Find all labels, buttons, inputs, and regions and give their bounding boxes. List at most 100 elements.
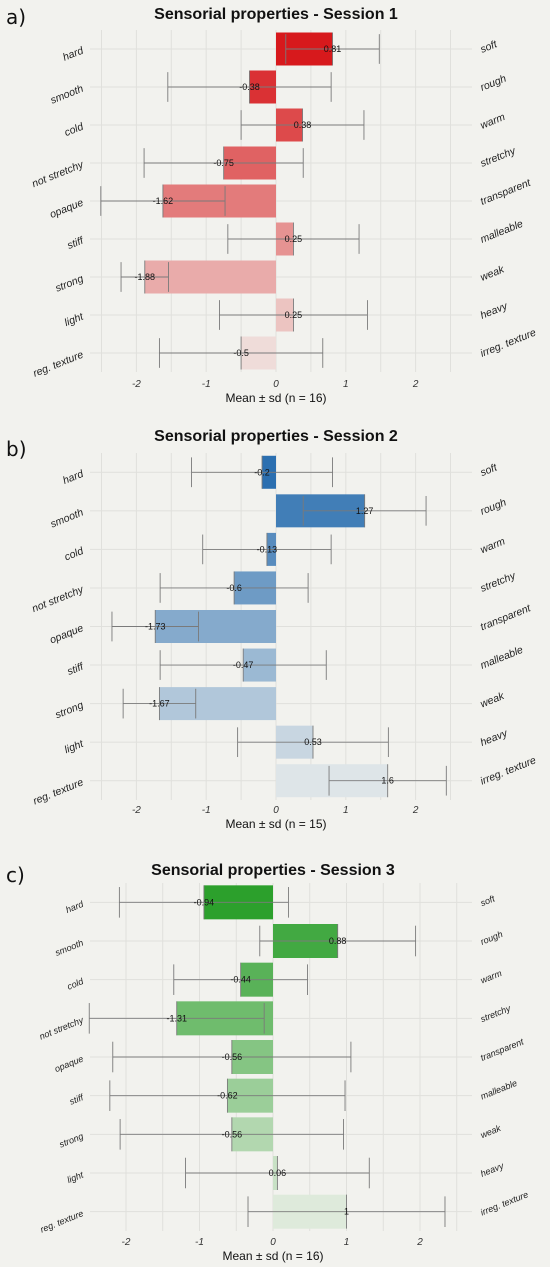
x-tick-label: 0 — [273, 805, 279, 816]
error-bar — [202, 532, 332, 566]
x-tick-label: 2 — [412, 379, 419, 390]
x-tick-label: -2 — [132, 379, 141, 390]
left-category-label: hard — [64, 899, 85, 915]
value-label: -1.73 — [145, 622, 166, 632]
x-tick-label: -1 — [195, 1237, 204, 1248]
value-label: -0.5 — [233, 348, 249, 358]
error-bar — [247, 1194, 446, 1229]
left-category-label: strong — [54, 273, 86, 295]
right-category-label: heavy — [479, 300, 510, 322]
right-category-label: soft — [479, 461, 500, 479]
error-bar — [122, 687, 197, 721]
error-bar — [112, 1040, 352, 1074]
x-axis-label: Mean ± sd (n = 15) — [226, 817, 327, 831]
right-category-label: warm — [479, 535, 508, 556]
value-label: 1.6 — [381, 776, 394, 786]
error-bar — [158, 336, 324, 370]
left-category-label: reg. texture — [31, 349, 85, 380]
error-bar — [240, 108, 365, 142]
value-label: 0.25 — [285, 310, 303, 320]
value-label: -0.94 — [194, 897, 215, 907]
right-category-label: warm — [479, 111, 508, 132]
left-category-label: opaque — [48, 197, 85, 221]
value-label: 0.53 — [304, 737, 322, 747]
x-tick-label: 2 — [412, 805, 419, 816]
value-label: -0.38 — [239, 82, 260, 92]
value-label: 0.25 — [285, 234, 303, 244]
left-category-label: opaque — [48, 622, 85, 646]
right-category-label: transparent — [479, 1036, 525, 1063]
left-category-label: not stretchy — [30, 583, 86, 615]
error-bar — [191, 455, 333, 489]
chart-title: Sensorial properties - Session 1 — [154, 6, 398, 23]
error-bar — [109, 1078, 346, 1113]
value-label: 0.81 — [324, 44, 342, 54]
value-label: 1 — [344, 1207, 349, 1217]
error-bar — [88, 1001, 265, 1036]
right-category-label: rough — [479, 73, 509, 94]
error-bar — [328, 764, 447, 798]
error-bar — [119, 1117, 345, 1152]
error-bar — [285, 32, 380, 66]
x-tick-label: 1 — [343, 805, 349, 816]
value-label: -1.62 — [153, 196, 174, 206]
error-bar — [227, 222, 360, 256]
left-category-label: hard — [61, 44, 86, 63]
left-category-label: strong — [54, 699, 86, 721]
right-category-label: stretchy — [479, 145, 518, 170]
panel-label: a) — [6, 5, 26, 29]
value-label: -0.47 — [233, 660, 254, 670]
value-label: -0.56 — [222, 1129, 243, 1139]
value-label: 1.27 — [356, 506, 374, 516]
error-bar — [159, 571, 309, 605]
left-category-label: not stretchy — [30, 158, 86, 190]
value-label: -0.44 — [230, 975, 251, 985]
right-category-label: soft — [479, 893, 497, 908]
left-category-label: stiff — [68, 1092, 86, 1107]
x-tick-label: 2 — [416, 1237, 423, 1248]
left-category-label: smooth — [49, 83, 86, 107]
error-bar — [111, 610, 199, 643]
right-category-label: malleable — [479, 1078, 518, 1102]
left-category-label: hard — [61, 467, 86, 486]
error-bar — [259, 924, 417, 958]
value-label: 0.38 — [294, 120, 312, 130]
right-category-label: rough — [479, 929, 504, 947]
error-bar — [167, 70, 332, 104]
x-tick-label: 1 — [344, 1237, 350, 1248]
error-bar — [120, 260, 169, 294]
right-category-label: irreg. texture — [479, 754, 538, 787]
right-category-label: malleable — [479, 644, 525, 672]
chart-panel-3: c) Sensorial properties - Session 3 -0.94 h… — [6, 862, 530, 1263]
right-category-label: irreg. texture — [479, 327, 538, 360]
left-category-label: cold — [63, 545, 86, 564]
x-tick-label: -1 — [202, 805, 211, 816]
panel-label: c) — [6, 863, 25, 887]
left-category-label: not stretchy — [38, 1015, 85, 1042]
value-label: -0.6 — [226, 583, 242, 593]
left-category-label: opaque — [53, 1054, 85, 1075]
right-category-label: weak — [479, 263, 507, 284]
right-category-label: stretchy — [479, 1003, 512, 1024]
left-category-label: stiff — [65, 234, 86, 252]
right-category-label: soft — [479, 38, 500, 56]
value-label: -1.88 — [135, 272, 156, 282]
chart-panel-1: a) Sensorial properties - Session 1 0.81 ha… — [6, 5, 538, 405]
right-category-label: stretchy — [479, 570, 518, 595]
right-category-label: weak — [479, 1123, 503, 1140]
value-label: -0.13 — [257, 544, 278, 554]
x-axis-label: Mean ± sd (n = 16) — [223, 1249, 324, 1263]
right-category-label: transparent — [479, 176, 534, 207]
right-category-label: weak — [479, 690, 507, 711]
left-category-label: stiff — [65, 660, 86, 678]
x-tick-label: 0 — [273, 379, 279, 390]
value-label: -1.31 — [166, 1013, 187, 1023]
x-tick-label: -2 — [132, 805, 141, 816]
value-label: -0.62 — [217, 1091, 238, 1101]
error-bar — [185, 1156, 370, 1190]
panel-label: b) — [6, 437, 27, 461]
value-label: -0.75 — [213, 158, 234, 168]
left-category-label: strong — [58, 1131, 85, 1150]
error-bar — [143, 146, 304, 180]
right-category-label: heavy — [479, 1160, 505, 1178]
